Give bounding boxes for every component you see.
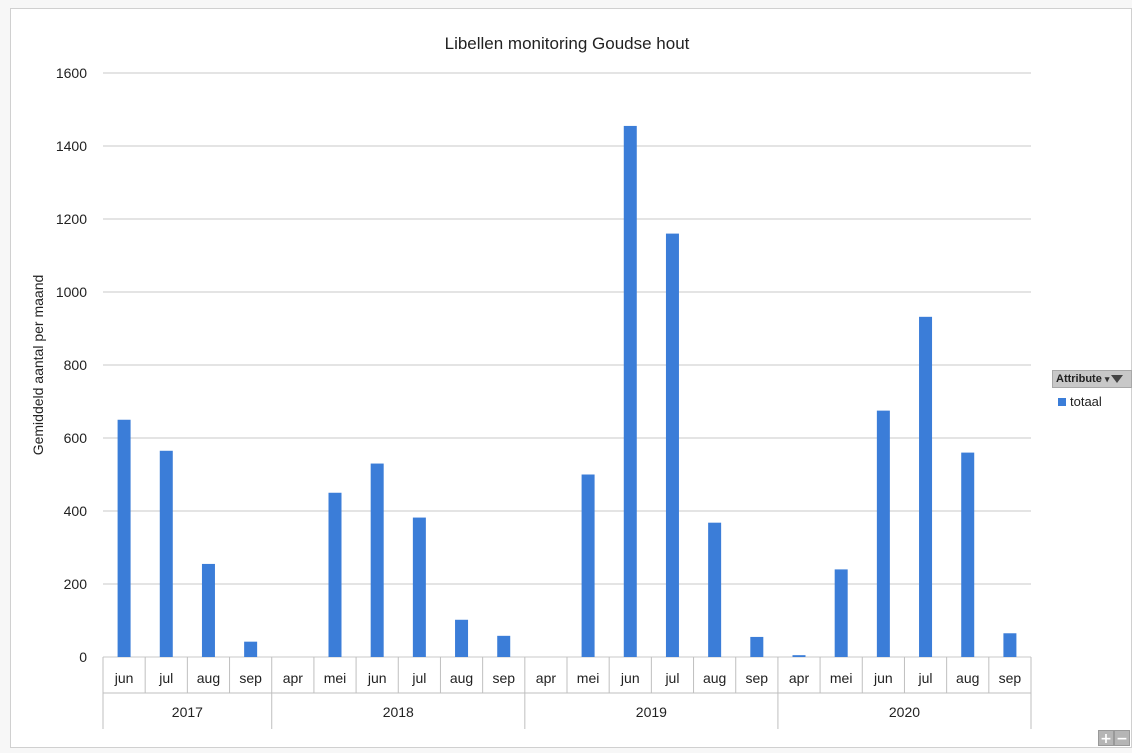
bar-2018-sep bbox=[497, 635, 511, 657]
x-category-label: apr bbox=[536, 670, 557, 686]
x-category-label: sep bbox=[746, 670, 769, 686]
y-axis-title: Gemiddeld aantal per maand bbox=[30, 275, 46, 456]
filter-icon bbox=[1111, 375, 1124, 383]
bar-2019-sep bbox=[750, 636, 764, 657]
bar-2019-jul bbox=[665, 233, 679, 657]
x-category-label: jul bbox=[411, 670, 426, 686]
x-category-label: sep bbox=[239, 670, 262, 686]
y-tick-label: 1000 bbox=[56, 284, 87, 300]
x-category-label: mei bbox=[830, 670, 853, 686]
x-category-label: jul bbox=[664, 670, 679, 686]
legend-swatch bbox=[1058, 397, 1066, 406]
x-category-label: jul bbox=[918, 670, 933, 686]
x-category-label: aug bbox=[703, 670, 726, 686]
bar-2018-mei bbox=[328, 492, 342, 657]
bar-2020-sep bbox=[1003, 633, 1017, 657]
x-group-label: 2017 bbox=[172, 704, 203, 720]
x-category-label: jul bbox=[158, 670, 173, 686]
y-tick-label: 200 bbox=[64, 576, 88, 592]
legend: Attribute ▾ totaal bbox=[1052, 370, 1132, 409]
x-category-label: jun bbox=[620, 670, 640, 686]
x-category-label: apr bbox=[789, 670, 810, 686]
zoom-in-button[interactable]: + bbox=[1098, 730, 1114, 747]
legend-header: Attribute ▾ bbox=[1052, 370, 1132, 388]
y-tick-label: 1600 bbox=[56, 65, 87, 81]
x-category-label: mei bbox=[577, 670, 600, 686]
x-group-label: 2020 bbox=[889, 704, 920, 720]
x-group-label: 2019 bbox=[636, 704, 667, 720]
y-tick-label: 800 bbox=[64, 357, 88, 373]
y-tick-label: 400 bbox=[64, 503, 88, 519]
x-category-label: jun bbox=[367, 670, 387, 686]
x-category-label: jun bbox=[873, 670, 893, 686]
y-tick-label: 1400 bbox=[56, 138, 87, 154]
legend-item-label: totaal bbox=[1070, 394, 1102, 409]
bar-2017-aug bbox=[201, 563, 215, 657]
bar-2018-aug bbox=[455, 619, 469, 657]
bar-2019-mei bbox=[581, 474, 595, 657]
bar-2020-aug bbox=[961, 452, 975, 657]
x-group-label: 2018 bbox=[383, 704, 414, 720]
bar-2019-jun bbox=[623, 125, 637, 658]
filter-dropdown-button[interactable]: ▾ bbox=[1105, 374, 1124, 385]
chevron-down-icon: ▾ bbox=[1104, 373, 1110, 384]
x-category-label: mei bbox=[324, 670, 347, 686]
bar-2020-jun bbox=[876, 410, 890, 657]
bar-2017-jun bbox=[117, 419, 131, 657]
bar-2018-jun bbox=[370, 463, 384, 657]
zoom-controls: + − bbox=[1098, 730, 1130, 747]
x-category-label: aug bbox=[450, 670, 473, 686]
x-category-label: aug bbox=[956, 670, 979, 686]
x-category-label: aug bbox=[197, 670, 220, 686]
bar-2020-apr bbox=[792, 655, 806, 657]
bar-2019-aug bbox=[708, 522, 722, 657]
legend-header-label: Attribute bbox=[1056, 373, 1102, 385]
x-category-label: apr bbox=[283, 670, 304, 686]
y-tick-label: 0 bbox=[79, 649, 87, 665]
x-category-label: sep bbox=[999, 670, 1022, 686]
zoom-out-button[interactable]: − bbox=[1114, 730, 1130, 747]
bar-2020-jul bbox=[919, 316, 933, 657]
x-category-label: sep bbox=[492, 670, 515, 686]
legend-item-totaal[interactable]: totaal bbox=[1052, 394, 1132, 409]
chart-canvas: Libellen monitoring Goudse hout Gemiddeld… bbox=[30, 34, 1032, 729]
chart-frame: Libellen monitoring Goudse hout Gemiddeld… bbox=[10, 8, 1132, 748]
bar-2017-sep bbox=[244, 641, 258, 657]
y-tick-label: 600 bbox=[64, 430, 88, 446]
bar-2020-mei bbox=[834, 569, 848, 657]
x-category-label: jun bbox=[114, 670, 134, 686]
y-tick-label: 1200 bbox=[56, 211, 87, 227]
bar-2018-jul bbox=[412, 517, 426, 657]
chart-title: Libellen monitoring Goudse hout bbox=[445, 34, 690, 53]
bar-2017-jul bbox=[159, 450, 173, 657]
